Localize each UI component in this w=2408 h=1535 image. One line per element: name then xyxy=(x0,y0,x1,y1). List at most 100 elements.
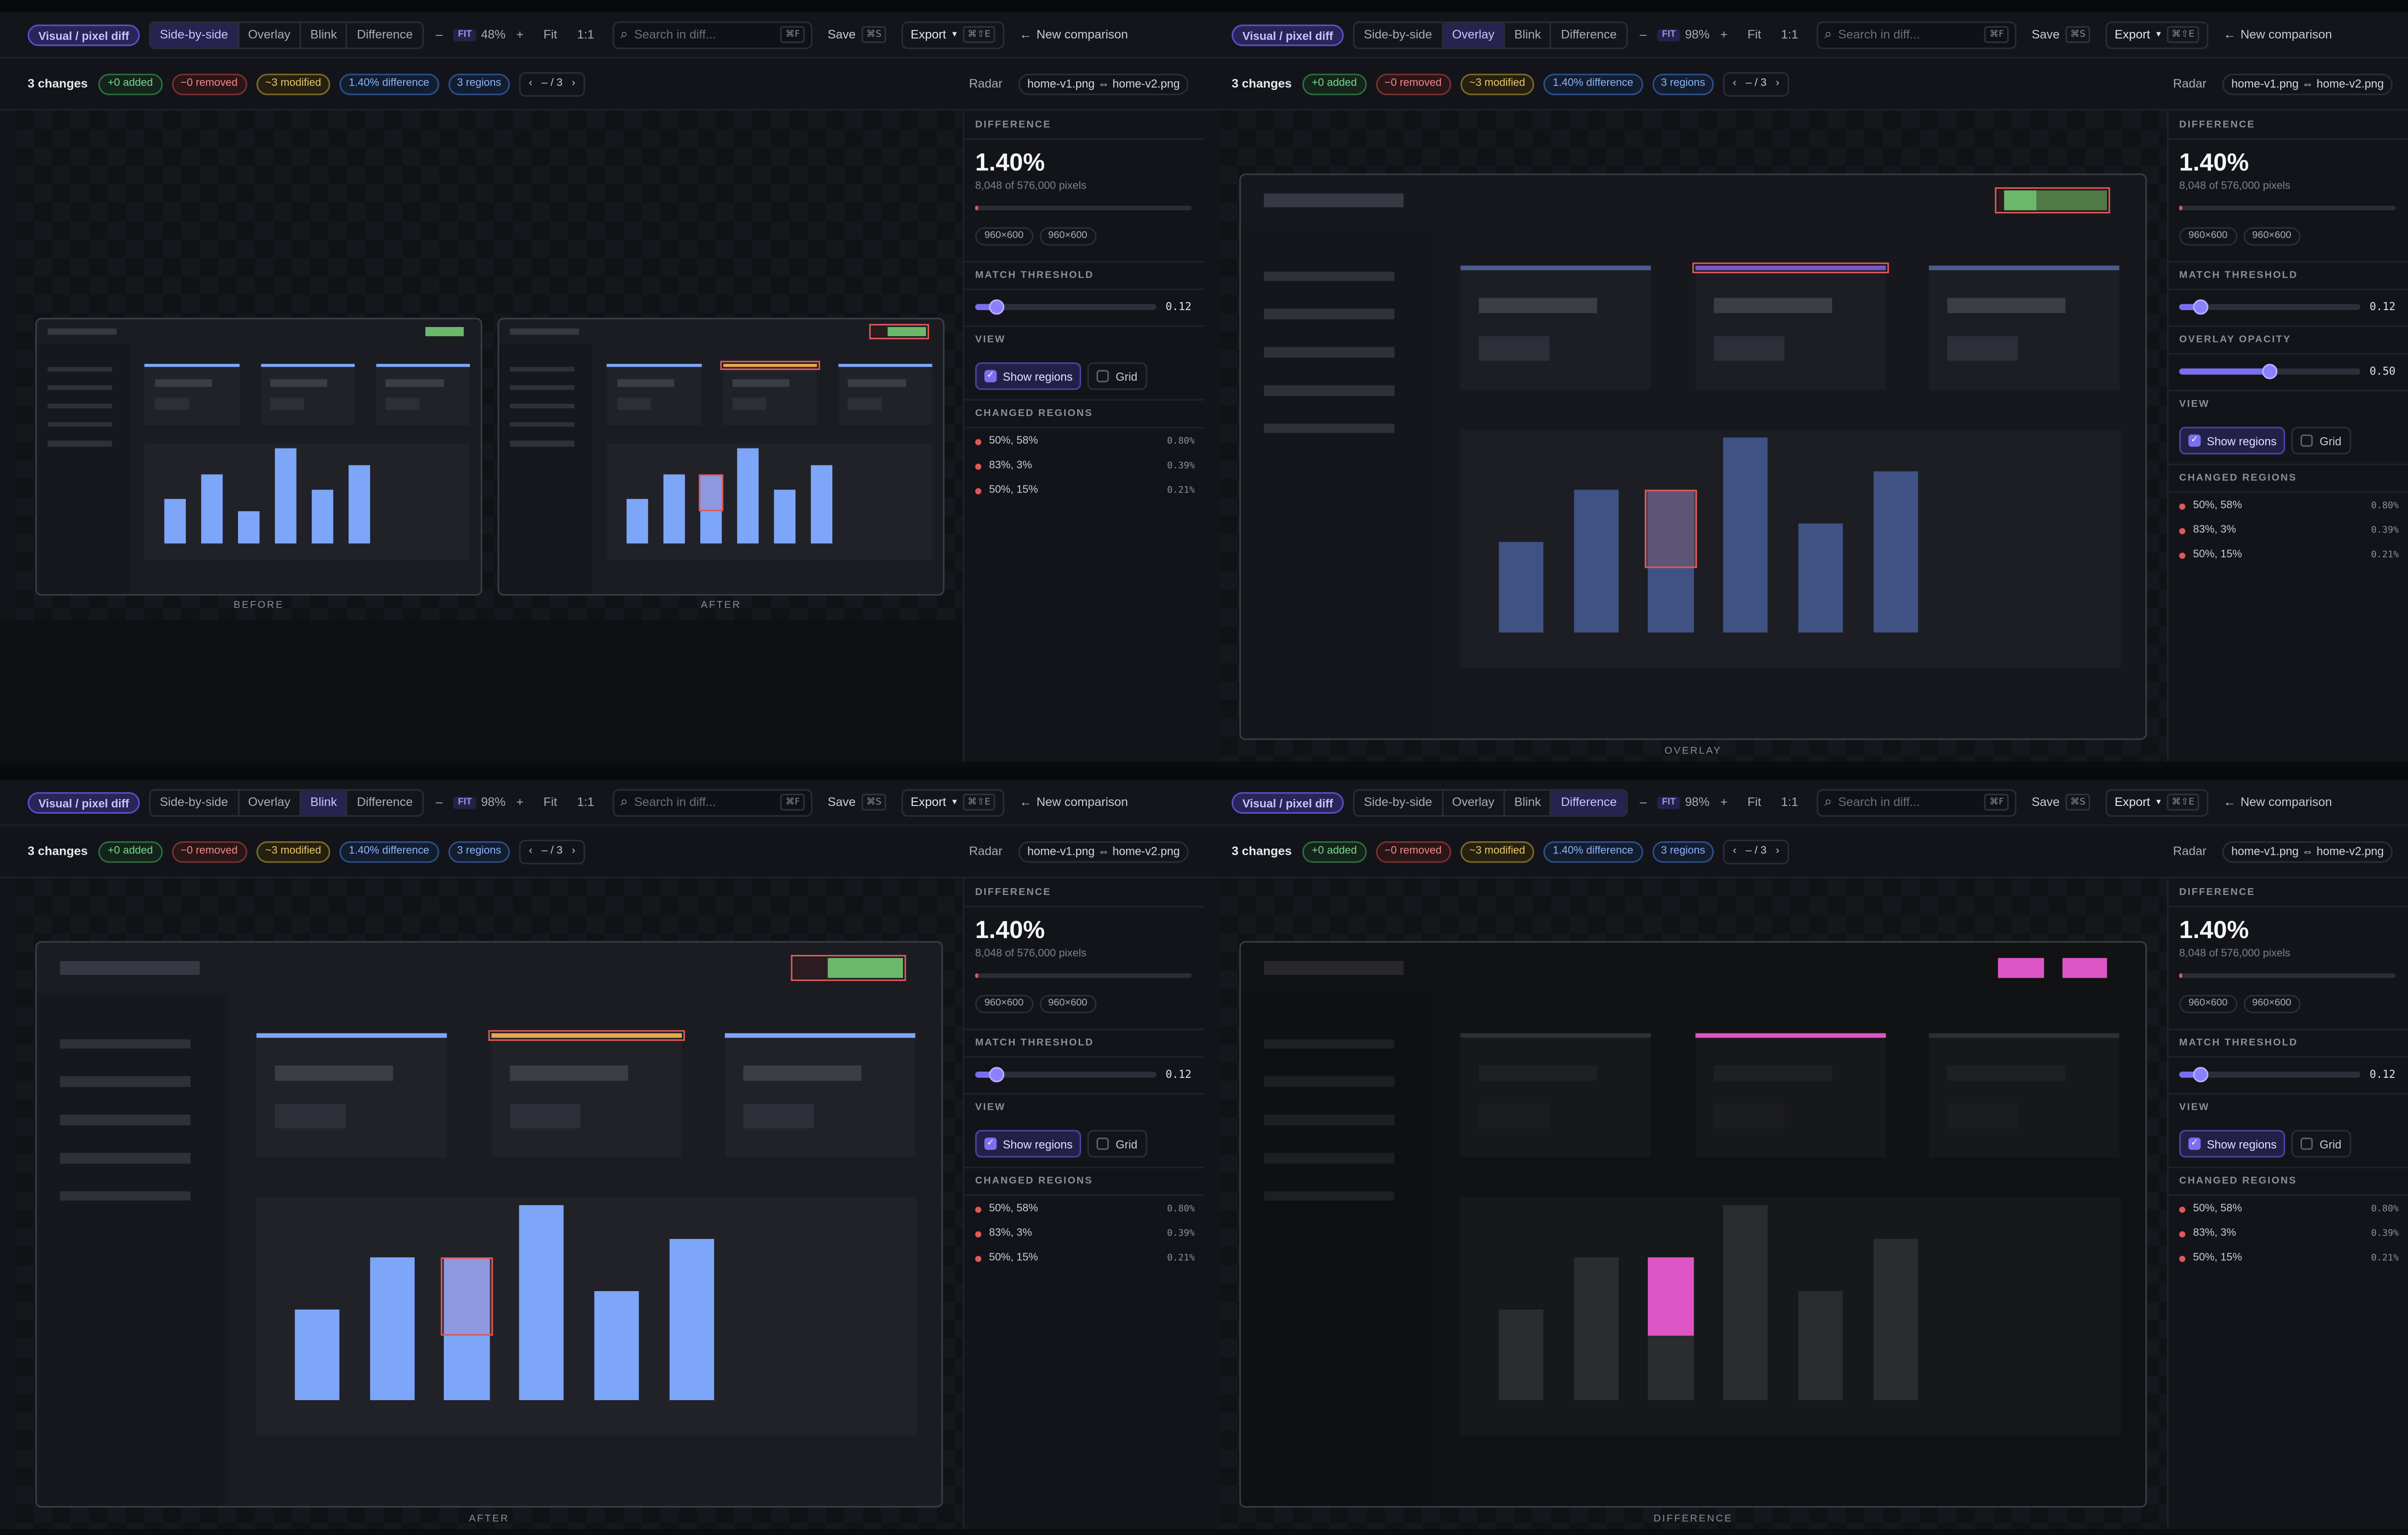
view-mode-overlay[interactable]: Overlay xyxy=(239,790,301,815)
regions-badge[interactable]: 3 regions xyxy=(1652,73,1715,95)
actual-size-button[interactable]: 1:1 xyxy=(1781,795,1798,809)
export-button[interactable]: Export ▾ ⌘⇧E xyxy=(2105,788,2209,816)
actual-size-button[interactable]: 1:1 xyxy=(1781,28,1798,42)
changed-region-item[interactable]: 50%, 58% 0.80% xyxy=(975,1204,1195,1214)
difference-badge[interactable]: 1.40% difference xyxy=(1543,73,1643,95)
next-region-button[interactable]: › xyxy=(1776,78,1779,89)
prev-region-button[interactable]: ‹ xyxy=(528,78,533,89)
diff-mode-pill[interactable]: Visual / pixel diff xyxy=(28,24,140,45)
modified-badge[interactable]: ~3 modified xyxy=(256,840,331,862)
file-pair[interactable]: home-v1.png ⇔ home-v2.png xyxy=(1018,73,1189,95)
zoom-in-button[interactable]: + xyxy=(1720,28,1728,42)
fit-button[interactable]: Fit xyxy=(1747,28,1761,42)
diff-mode-pill[interactable]: Visual / pixel diff xyxy=(1232,24,1344,45)
modified-badge[interactable]: ~3 modified xyxy=(1460,840,1535,862)
zoom-out-button[interactable]: – xyxy=(436,795,443,809)
show-regions-toggle[interactable]: ✓ Show regions xyxy=(975,362,1082,390)
search-input[interactable] xyxy=(1838,795,1985,809)
view-mode-difference[interactable]: Difference xyxy=(1561,27,1617,41)
search-input[interactable] xyxy=(634,28,781,42)
zoom-in-button[interactable]: + xyxy=(516,28,524,42)
opacity-slider[interactable] xyxy=(2179,364,2361,379)
prev-region-button[interactable]: ‹ xyxy=(528,846,533,857)
search-input[interactable] xyxy=(634,795,781,809)
zoom-out-button[interactable]: – xyxy=(1640,28,1647,42)
actual-size-button[interactable]: 1:1 xyxy=(577,28,594,42)
threshold-slider[interactable] xyxy=(975,1067,1157,1083)
added-badge[interactable]: +0 added xyxy=(1302,73,1366,95)
actual-size-button[interactable]: 1:1 xyxy=(577,795,594,809)
view-mode-blink[interactable]: Blink xyxy=(301,22,348,47)
diff-canvas[interactable]: AFTER xyxy=(15,878,963,1529)
show-regions-toggle[interactable]: ✓ Show regions xyxy=(2179,427,2286,455)
radar-toggle[interactable]: Radar xyxy=(969,76,1003,91)
view-mode-difference[interactable]: Difference xyxy=(357,27,413,41)
added-badge[interactable]: +0 added xyxy=(98,73,162,95)
show-regions-toggle[interactable]: ✓ Show regions xyxy=(2179,1130,2286,1158)
view-mode-overlay[interactable]: Overlay xyxy=(1443,790,1505,815)
changed-region-item[interactable]: 50%, 58% 0.80% xyxy=(975,436,1195,447)
grid-toggle[interactable]: Grid xyxy=(2292,1130,2351,1158)
diff-canvas[interactable]: BEFORE AFTER xyxy=(15,110,963,621)
grid-toggle[interactable]: Grid xyxy=(1088,362,1147,390)
changed-region-item[interactable]: 83%, 3% 0.39% xyxy=(975,461,1195,471)
show-regions-toggle[interactable]: ✓ Show regions xyxy=(975,1130,1082,1158)
regions-badge[interactable]: 3 regions xyxy=(448,840,511,862)
view-mode-blink[interactable]: Blink xyxy=(1505,790,1552,815)
difference-badge[interactable]: 1.40% difference xyxy=(339,840,439,862)
grid-toggle[interactable]: Grid xyxy=(2292,427,2351,455)
changed-region-item[interactable]: 50%, 58% 0.80% xyxy=(2179,501,2399,511)
changed-region-item[interactable]: 83%, 3% 0.39% xyxy=(2179,1228,2399,1239)
save-button[interactable]: Save ⌘S xyxy=(828,26,886,43)
radar-toggle[interactable]: Radar xyxy=(969,844,1003,858)
changed-region-item[interactable]: 50%, 15% 0.21% xyxy=(975,1253,1195,1264)
view-mode-side-by-side[interactable]: Side-by-side xyxy=(150,790,239,815)
diff-mode-pill[interactable]: Visual / pixel diff xyxy=(1232,791,1344,813)
view-mode-blink[interactable]: Blink xyxy=(301,790,348,815)
difference-badge[interactable]: 1.40% difference xyxy=(339,73,439,95)
modified-badge[interactable]: ~3 modified xyxy=(256,73,331,95)
regions-badge[interactable]: 3 regions xyxy=(1652,840,1715,862)
radar-toggle[interactable]: Radar xyxy=(2173,76,2207,91)
zoom-out-button[interactable]: – xyxy=(436,28,443,42)
changed-region-item[interactable]: 83%, 3% 0.39% xyxy=(2179,525,2399,536)
search-input[interactable] xyxy=(1838,28,1985,42)
grid-toggle[interactable]: Grid xyxy=(1088,1130,1147,1158)
new-comparison-button[interactable]: ← New comparison xyxy=(1020,795,1128,809)
diff-canvas[interactable]: OVERLAY xyxy=(1219,110,2167,762)
removed-badge[interactable]: −0 removed xyxy=(1375,73,1451,95)
export-button[interactable]: Export ▾ ⌘⇧E xyxy=(901,788,1005,816)
prev-region-button[interactable]: ‹ xyxy=(1732,78,1737,89)
radar-toggle[interactable]: Radar xyxy=(2173,844,2207,858)
new-comparison-button[interactable]: ← New comparison xyxy=(1020,28,1128,42)
next-region-button[interactable]: › xyxy=(572,78,575,89)
difference-badge[interactable]: 1.40% difference xyxy=(1543,840,1643,862)
removed-badge[interactable]: −0 removed xyxy=(171,840,247,862)
changed-region-item[interactable]: 50%, 15% 0.21% xyxy=(2179,550,2399,560)
modified-badge[interactable]: ~3 modified xyxy=(1460,73,1535,95)
export-button[interactable]: Export ▾ ⌘⇧E xyxy=(901,20,1005,48)
new-comparison-button[interactable]: ← New comparison xyxy=(2224,28,2332,42)
view-mode-difference[interactable]: Difference xyxy=(357,794,413,808)
added-badge[interactable]: +0 added xyxy=(1302,840,1366,862)
threshold-slider[interactable] xyxy=(975,299,1157,315)
zoom-in-button[interactable]: + xyxy=(1720,795,1728,809)
view-mode-side-by-side[interactable]: Side-by-side xyxy=(1354,790,1443,815)
diff-canvas[interactable]: DIFFERENCE xyxy=(1219,878,2167,1529)
export-button[interactable]: Export ▾ ⌘⇧E xyxy=(2105,20,2209,48)
view-mode-side-by-side[interactable]: Side-by-side xyxy=(1354,22,1443,47)
regions-badge[interactable]: 3 regions xyxy=(448,73,511,95)
next-region-button[interactable]: › xyxy=(572,846,575,857)
view-mode-overlay[interactable]: Overlay xyxy=(239,22,301,47)
view-mode-side-by-side[interactable]: Side-by-side xyxy=(150,22,239,47)
view-mode-difference[interactable]: Difference xyxy=(1551,790,1626,815)
prev-region-button[interactable]: ‹ xyxy=(1732,846,1737,857)
removed-badge[interactable]: −0 removed xyxy=(1375,840,1451,862)
changed-region-item[interactable]: 50%, 58% 0.80% xyxy=(2179,1204,2399,1214)
diff-mode-pill[interactable]: Visual / pixel diff xyxy=(28,791,140,813)
file-pair[interactable]: home-v1.png ⇔ home-v2.png xyxy=(2222,73,2393,95)
fit-button[interactable]: Fit xyxy=(543,28,557,42)
save-button[interactable]: Save ⌘S xyxy=(2032,26,2090,43)
view-mode-blink[interactable]: Blink xyxy=(1505,22,1552,47)
changed-region-item[interactable]: 50%, 15% 0.21% xyxy=(2179,1253,2399,1264)
